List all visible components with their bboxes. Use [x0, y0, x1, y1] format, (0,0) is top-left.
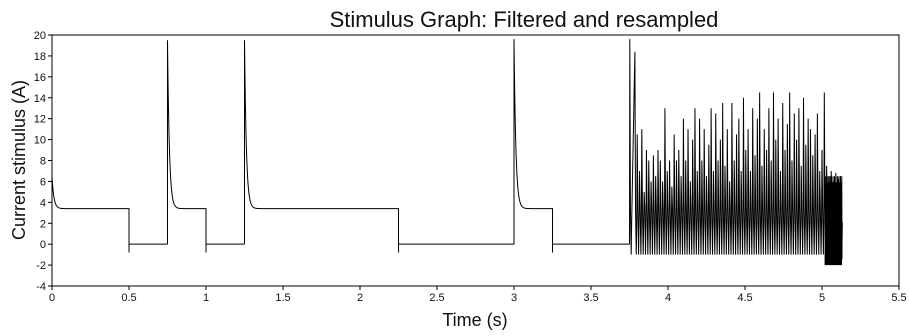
trace-segment-3: [205, 243, 245, 253]
y-axis-label: Current stimulus (A): [9, 80, 29, 240]
x-tick-label: 5: [819, 292, 825, 304]
x-tick-label: 2: [357, 292, 363, 304]
y-tick-label: 4: [40, 197, 46, 209]
trace-segment-6: [513, 39, 553, 245]
chart-title: Stimulus Graph: Filtered and resampled: [330, 7, 719, 32]
y-tick-label: 2: [40, 218, 46, 230]
x-axis-label: Time (s): [442, 310, 507, 330]
trace-segment-5: [398, 243, 514, 253]
y-tick-label: 6: [40, 176, 46, 188]
plot-frame: [51, 34, 900, 287]
trace-segment-4: [244, 40, 399, 245]
y-tick-label: 8: [40, 156, 46, 168]
x-tick-label: 4.5: [737, 292, 752, 304]
y-tick-label: 0: [40, 239, 46, 251]
x-tick-label: 5.5: [891, 292, 906, 304]
y-tick-label: 16: [34, 72, 46, 84]
trace-segment-1: [128, 243, 168, 253]
y-tick-label: 12: [34, 114, 46, 126]
x-tick-label: 4: [665, 292, 671, 304]
trace-segment-7: [552, 243, 630, 253]
y-tick-label: 18: [34, 51, 46, 63]
y-tick-label: 14: [34, 93, 46, 105]
x-tick-label: 0: [49, 292, 55, 304]
x-tick-label: 3.5: [583, 292, 598, 304]
x-tick-label: 1.5: [275, 292, 290, 304]
x-tick-label: 1: [203, 292, 209, 304]
x-tick-label: 2.5: [429, 292, 444, 304]
y-tick-label: 10: [34, 135, 46, 147]
stimulus-trace-group: [51, 39, 843, 266]
x-axis: 0 0.5 1 1.5 2 2.5 3 3.5 4 4.5 5 5.5: [49, 286, 907, 304]
trace-dense-burst: [824, 176, 843, 266]
trace-segment-2: [167, 40, 207, 245]
y-tick-label: 20: [34, 30, 46, 42]
x-tick-label: 0.5: [121, 292, 136, 304]
y-axis: -4 -2 0 2 4 6 8 10 12 14 16 18 20: [34, 30, 52, 293]
trace-segment-0: [51, 176, 130, 245]
x-tick-label: 3: [511, 292, 517, 304]
trace-fast-spikes: [629, 39, 843, 255]
y-tick-label: -4: [36, 281, 46, 293]
y-tick-label: -2: [36, 260, 46, 272]
